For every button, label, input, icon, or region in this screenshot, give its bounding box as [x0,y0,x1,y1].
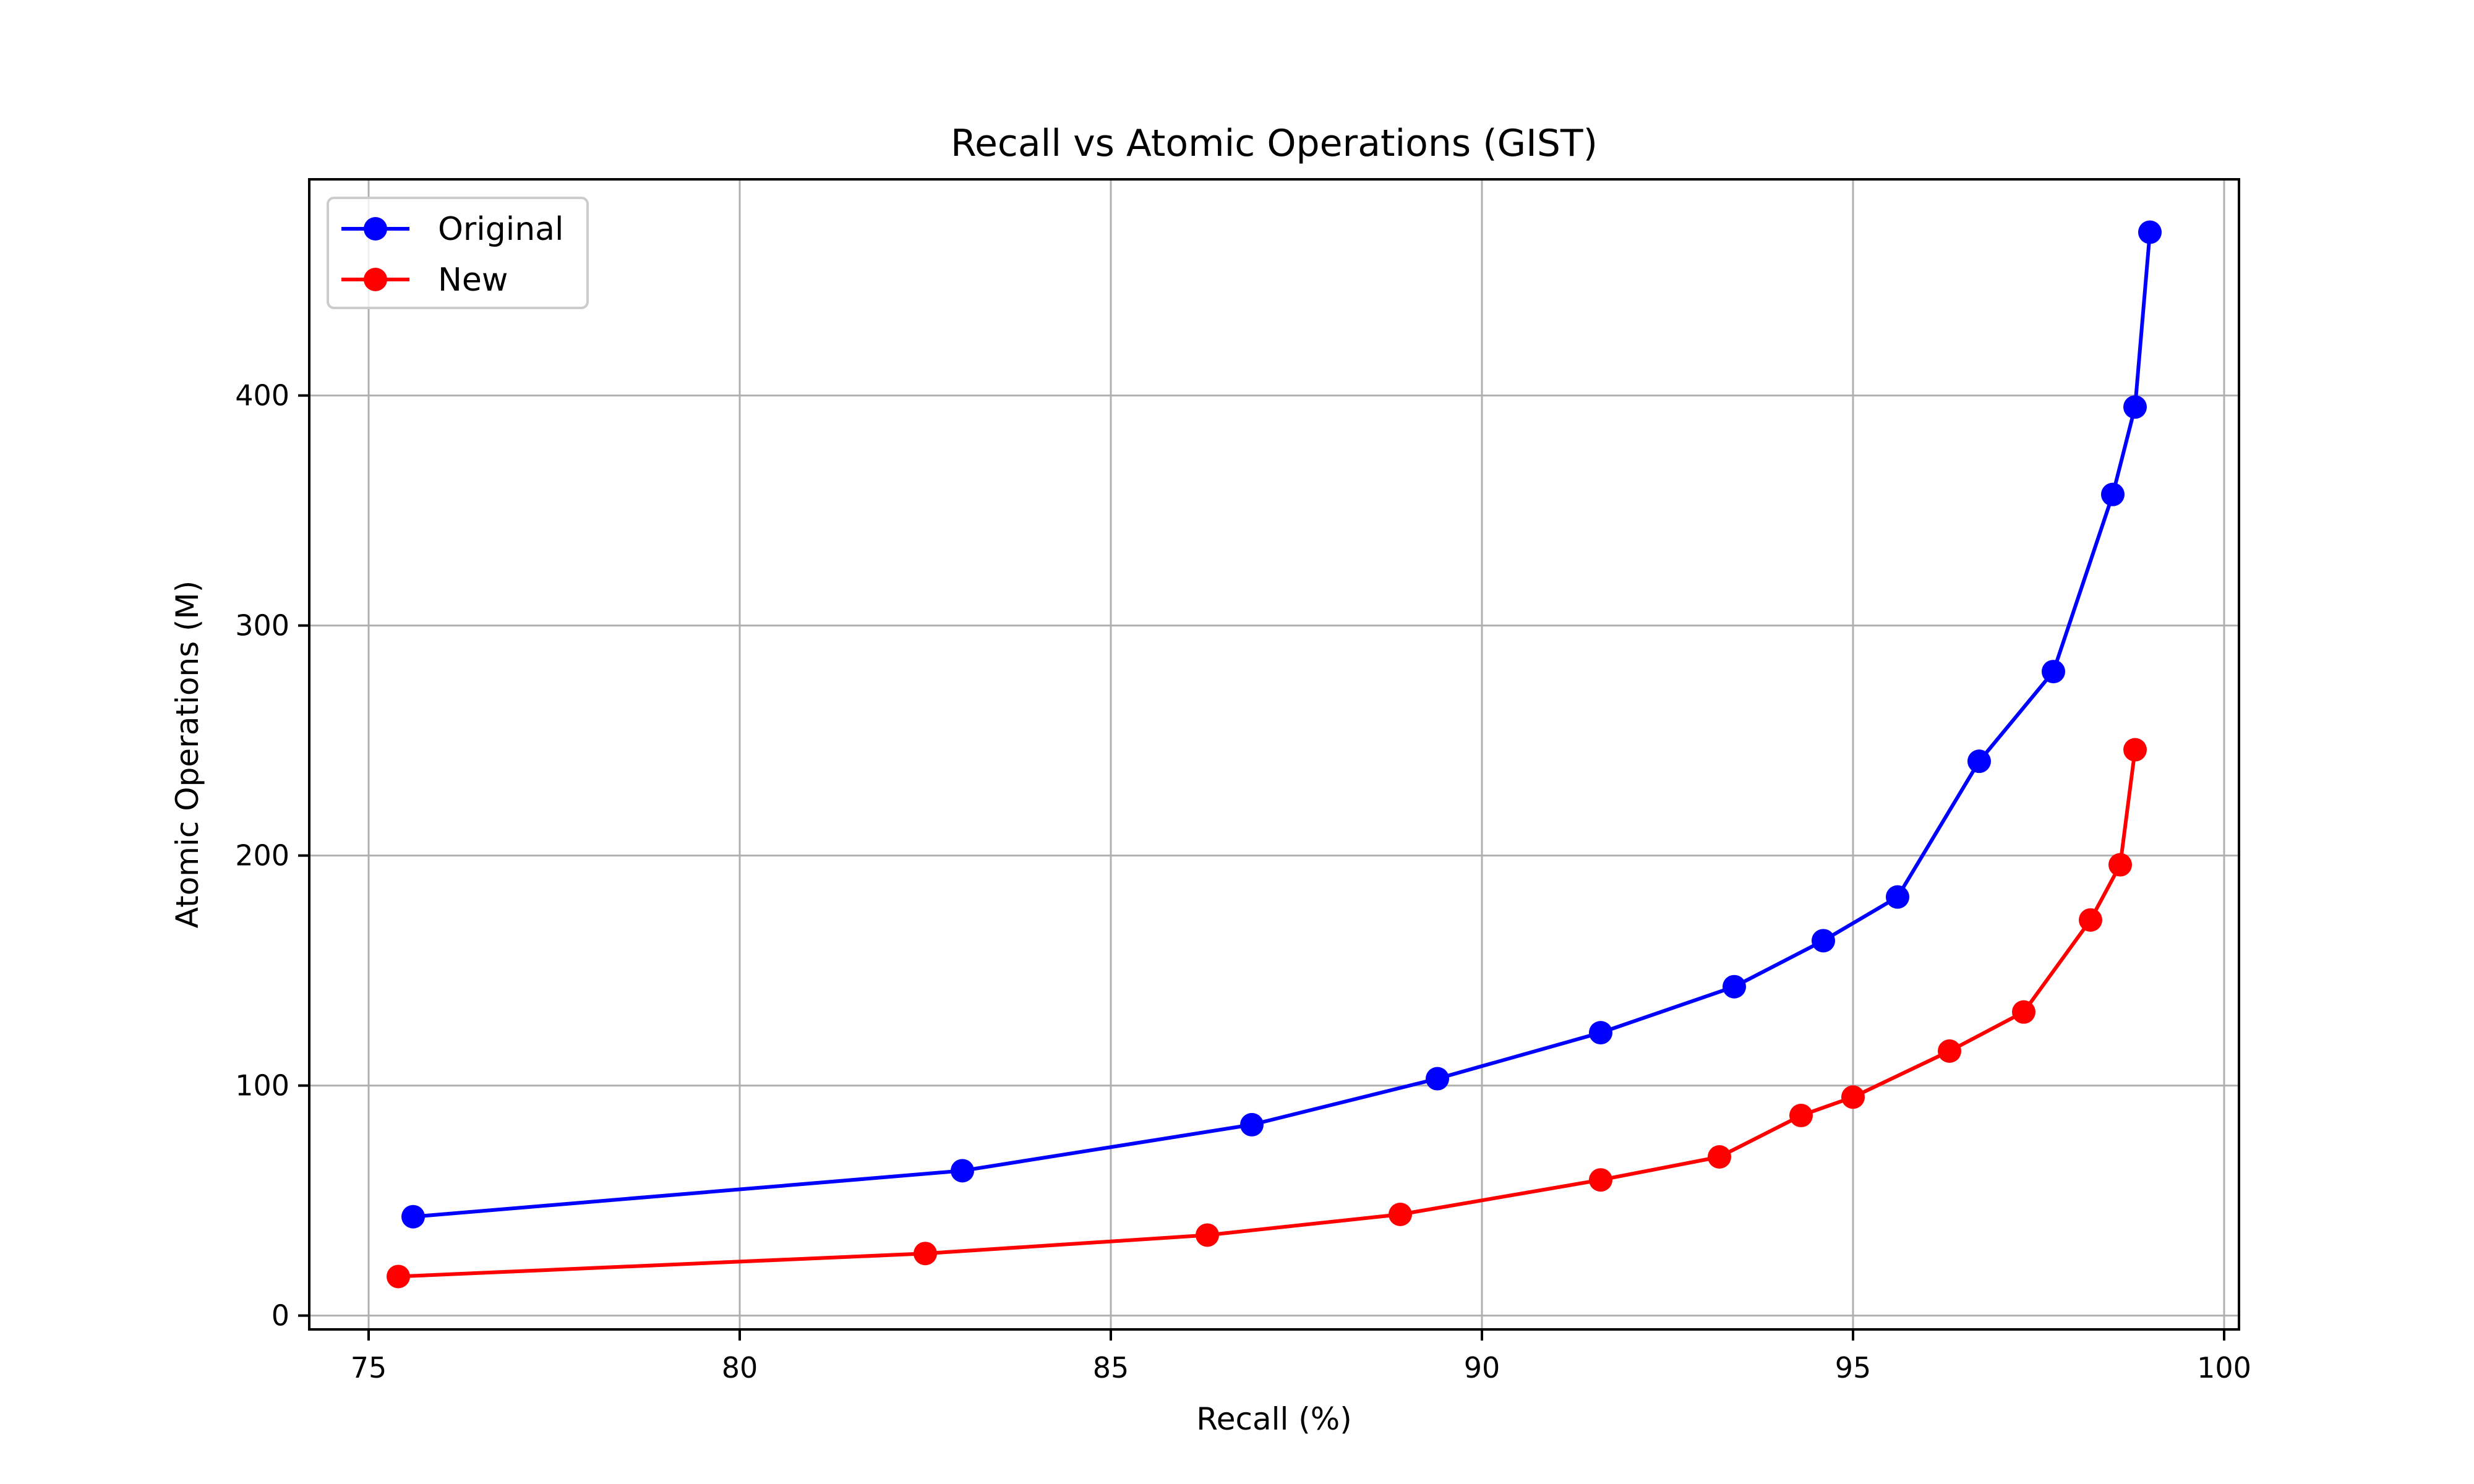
y-tick-label: 0 [272,1299,289,1333]
x-tick-label: 100 [2197,1351,2251,1384]
data-point [401,1205,425,1229]
gridlines [309,179,2239,1329]
y-tick-label: 200 [235,839,289,872]
legend-label: Original [438,211,563,248]
x-tick-label: 80 [722,1351,758,1384]
y-tick-label: 400 [235,379,289,412]
legend-marker [364,217,387,241]
data-point [1389,1203,1412,1226]
data-point [1589,1021,1612,1045]
y-tick-label: 100 [235,1069,289,1102]
data-point [914,1242,937,1266]
legend-label: New [438,262,508,299]
axis-ticks: 75 80 85 90 95 100 0 100 200 300 400 [235,379,2251,1384]
x-tick-label: 85 [1093,1351,1129,1384]
data-point [1812,929,1835,953]
data-point [1240,1112,1264,1136]
x-tick-label: 90 [1464,1351,1500,1384]
legend-marker [364,268,387,291]
data-point [1841,1085,1865,1109]
data-point [2079,908,2102,932]
data-point [2108,853,2132,877]
data-point [2123,395,2147,419]
data-point [1589,1168,1612,1192]
data-point [1196,1223,1219,1247]
data-point [387,1264,410,1289]
data-point [2138,220,2162,244]
data-point [1708,1145,1731,1169]
x-axis-label: Recall (%) [1196,1401,1352,1437]
data-point [2123,738,2147,762]
data-point [1723,974,1746,999]
series-new [387,738,2147,1289]
data-point [1938,1039,1961,1063]
legend: Original New [327,197,589,309]
x-tick-label: 95 [1835,1351,1872,1384]
x-tick-label: 75 [351,1351,387,1384]
data-point [1967,749,1991,774]
data-point [1426,1067,1449,1091]
data-point [951,1159,974,1183]
data-point [2042,660,2065,684]
data-point [2012,1000,2035,1024]
y-tick-label: 300 [235,609,289,642]
data-point [2101,482,2125,506]
chart-title: Recall vs Atomic Operations (GIST) [951,122,1598,165]
y-axis-label: Atomic Operations (M) [169,581,205,928]
data-point [1886,885,1909,909]
series-layer [387,220,2162,1289]
data-point [1789,1104,1813,1128]
series-original [401,220,2162,1229]
plot-frame [308,178,2240,1331]
